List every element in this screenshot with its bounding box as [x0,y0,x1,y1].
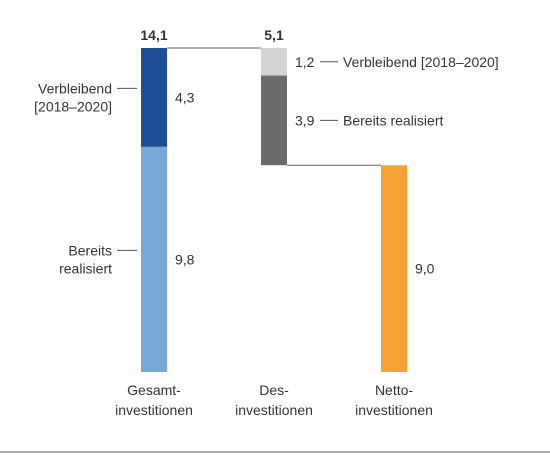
category-label: Des- [259,382,289,398]
total-label: 14,1 [140,27,167,43]
value-label: 1,2 [295,54,315,70]
category-label: investitionen [115,402,193,418]
segment-label: [2018–2020] [34,98,112,114]
segment-label: Verbleibend [2018–2020] [343,54,499,70]
value-label: 9,8 [175,251,195,267]
category-label: Netto- [375,382,413,398]
value-label: 9,0 [415,261,435,277]
bar-segment [381,165,407,372]
value-label: 4,3 [175,89,195,105]
value-label: 3,9 [295,112,315,128]
category-label: investitionen [235,402,313,418]
segment-label: Verbleibend [38,80,112,96]
bar-segment [141,48,167,147]
bar-segment [261,75,287,166]
segment-label: Bereits [68,242,112,258]
bar-segment [141,146,167,372]
bar-segment [261,48,287,76]
total-label: 5,1 [264,27,284,43]
category-label: Gesamt- [127,382,181,398]
segment-label: Bereits realisiert [343,112,443,128]
segment-label: realisiert [59,260,112,276]
category-label: investitionen [355,402,433,418]
